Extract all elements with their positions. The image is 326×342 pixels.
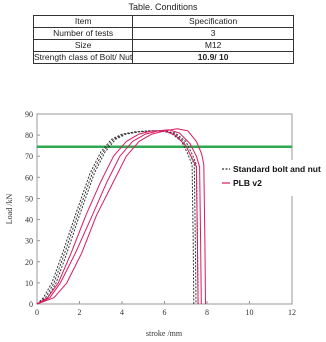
y-tick-label: 40 (25, 216, 33, 225)
table-cell: Size (32, 39, 134, 52)
table-row: Strength class of Bolt/ Nut 10.9/ 10 (32, 51, 294, 64)
series-layer (36, 128, 206, 305)
header-specification: Specification (132, 15, 294, 28)
legend: Standard bolt and nut PLB v2 (218, 160, 325, 196)
x-tick-label: 6 (163, 308, 167, 317)
load-stroke-chart: 0 2 4 6 8 10 12 0 10 20 30 40 50 60 70 80 90 Standard bo… (5, 110, 325, 338)
table-cell: Strength class of Bolt/ Nut (32, 51, 134, 64)
series-line-0-run-2 (36, 130, 199, 305)
x-tick-label: 12 (288, 308, 296, 317)
y-tick-label: 0 (29, 300, 33, 309)
x-tick-label: 8 (205, 308, 209, 317)
table-cell: Number of tests (32, 27, 134, 40)
legend-background (218, 160, 325, 196)
table-header-row: Item Specification (32, 15, 294, 28)
x-tick-label: 4 (120, 308, 124, 317)
series-line-1-run-1 (36, 129, 202, 305)
table-cell: 10.9/ 10 (132, 51, 294, 64)
y-tick-label: 20 (25, 258, 33, 267)
tick-layer: 0 2 4 6 8 10 12 0 10 20 30 40 50 60 70 80 90 (25, 110, 296, 317)
series-line-1-run-2 (36, 128, 206, 305)
y-tick-label: 50 (25, 194, 33, 203)
y-tick-label: 80 (25, 131, 33, 140)
header-item: Item (32, 15, 134, 28)
y-tick-label: 70 (25, 152, 33, 161)
y-tick-label: 90 (25, 110, 33, 119)
legend-label: PLB v2 (233, 178, 262, 188)
table-caption: Table. Conditions (128, 2, 198, 12)
y-axis-label: Load /kN (5, 194, 14, 225)
x-tick-label: 0 (35, 308, 39, 317)
table-cell: M12 (132, 39, 294, 52)
x-axis-label: stroke /mm (146, 329, 183, 338)
plot-frame (36, 113, 293, 305)
x-tick-label: 10 (246, 308, 254, 317)
y-tick-label: 30 (25, 237, 33, 246)
y-tick-label: 60 (25, 173, 33, 182)
table-row: Number of tests 3 (32, 27, 294, 40)
x-tick-label: 2 (78, 308, 82, 317)
y-tick-label: 10 (25, 279, 33, 288)
series-line-1-run-0 (36, 130, 199, 305)
table-row: Size M12 (32, 39, 294, 52)
conditions-table: Item Specification Number of tests 3 Siz… (32, 15, 294, 64)
legend-label: Standard bolt and nut (233, 164, 321, 174)
table-cell: 3 (132, 27, 294, 40)
